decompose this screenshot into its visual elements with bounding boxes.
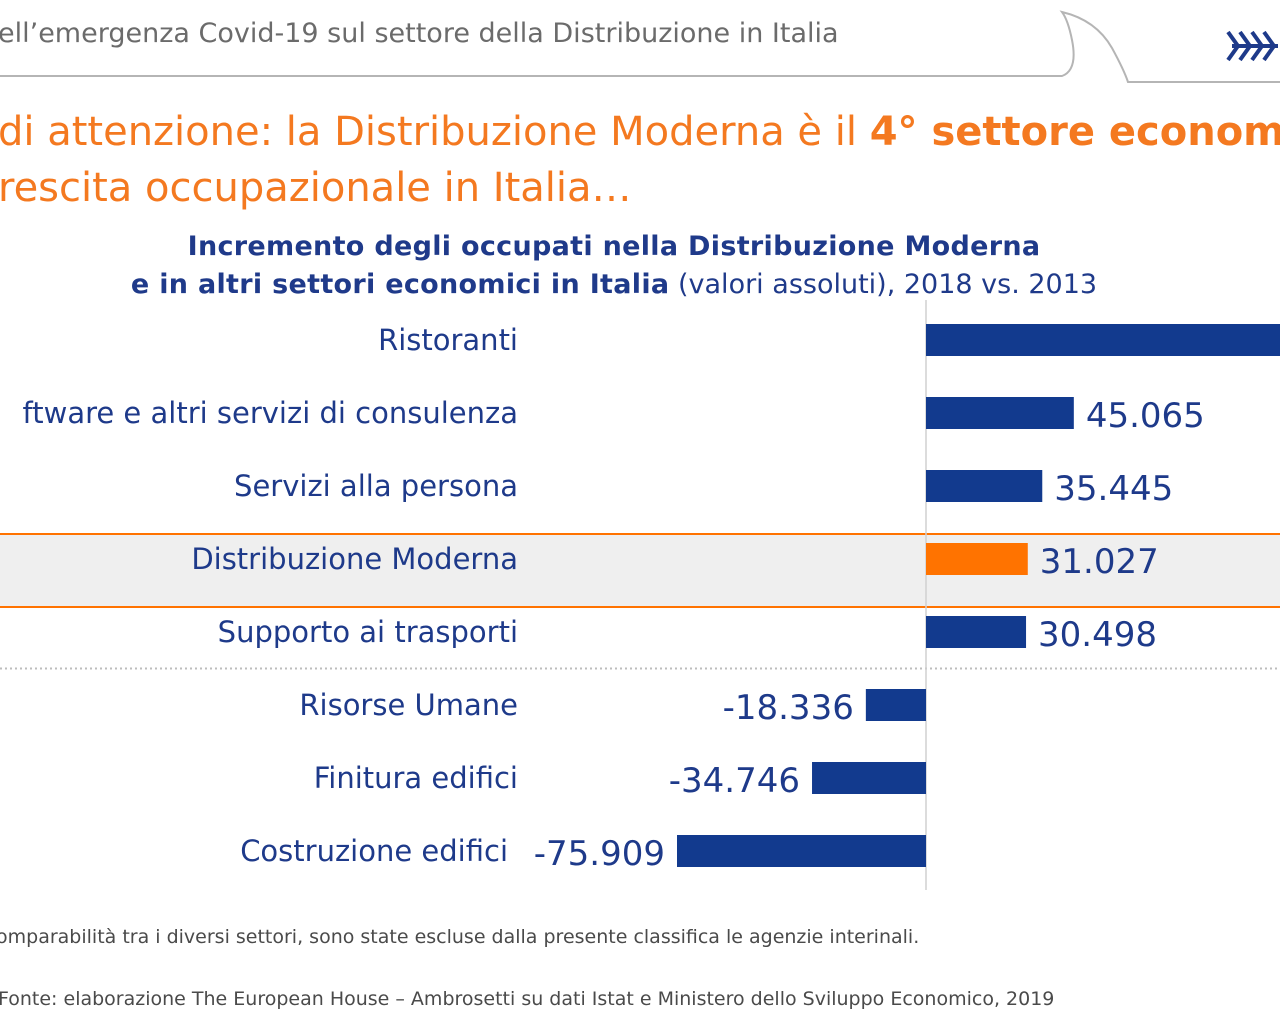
value-label: -18.336 <box>723 688 854 728</box>
bar <box>812 762 926 794</box>
headline-line1-prefix: di attenzione: la Distribuzione Moderna … <box>0 109 870 155</box>
bar <box>926 324 1280 356</box>
chart-title: Incremento degli occupati nella Distribu… <box>0 228 1228 304</box>
chart-title-bold: Incremento degli occupati nella Distribu… <box>187 231 1041 262</box>
value-label: 30.498 <box>1038 615 1157 655</box>
bar <box>677 835 926 867</box>
value-label: 31.027 <box>1040 542 1159 582</box>
footnote: omparabilità tra i diversi settori, sono… <box>0 926 920 948</box>
bar <box>926 470 1043 502</box>
category-label: Supporto ai trasporti <box>218 615 518 649</box>
value-label: -75.909 <box>534 834 665 874</box>
value-label: -34.746 <box>669 761 800 801</box>
highlight-band <box>0 534 1280 607</box>
bar <box>865 689 926 721</box>
category-label: Finitura edifici <box>314 761 518 795</box>
category-label: Servizi alla persona <box>234 469 518 503</box>
header-decoration <box>0 10 1280 83</box>
category-label: ftware e altri servizi di consulenza <box>23 396 518 430</box>
headline-line2: rescita occupazionale in Italia… <box>0 165 632 211</box>
category-label: Risorse Umane <box>299 688 518 722</box>
bar <box>926 543 1028 575</box>
headline-line1-bold: 4° settore econom <box>869 109 1280 155</box>
bar <box>926 397 1074 429</box>
ambrosetti-logo-icon <box>1226 30 1278 62</box>
bar-chart: Ristoranti ftware e altri servizi di cons… <box>0 300 1280 890</box>
chart-title-bold-line2: e in altri settori economici in Italia <box>130 269 670 300</box>
value-label: 35.445 <box>1054 469 1173 509</box>
category-label: Costruzione edifici <box>240 834 508 868</box>
chart-title-rest: (valori assoluti), 2018 vs. 2013 <box>669 269 1098 300</box>
value-label: 45.065 <box>1086 396 1205 436</box>
category-label: Ristoranti <box>378 323 518 357</box>
bar <box>926 616 1027 648</box>
source-note: Fonte: elaborazione The European House –… <box>0 988 1055 1010</box>
header-title: ell’emergenza Covid-19 sul settore della… <box>0 18 839 49</box>
category-label: Distribuzione Moderna <box>191 542 518 576</box>
headline: di attenzione: la Distribuzione Moderna … <box>0 104 1280 216</box>
